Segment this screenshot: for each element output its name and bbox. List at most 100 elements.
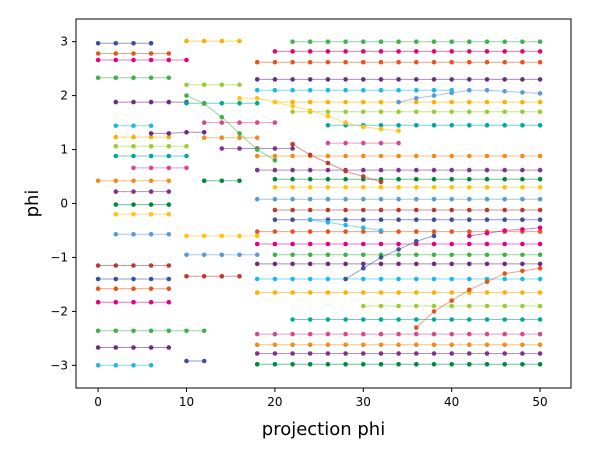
data-point [414, 87, 419, 93]
data-point [396, 39, 401, 44]
data-point [537, 109, 543, 115]
data-point [166, 263, 172, 268]
data-point [467, 241, 472, 247]
data-point [184, 252, 189, 258]
data-point [520, 241, 525, 247]
data-point [307, 241, 313, 247]
data-point [307, 167, 313, 173]
data-point [502, 99, 508, 105]
data-point [396, 261, 401, 267]
data-point [361, 241, 366, 247]
series-2 [95, 57, 189, 63]
data-point [166, 232, 172, 237]
data-point [449, 261, 455, 267]
data-point [166, 286, 172, 292]
data-point [537, 290, 543, 295]
data-point [467, 59, 472, 65]
series-36 [254, 77, 543, 82]
data-point [166, 189, 172, 194]
data-point [431, 39, 437, 44]
data-point [502, 109, 508, 115]
series-14 [113, 232, 172, 237]
data-point [361, 317, 366, 322]
data-point [467, 362, 472, 367]
data-point [95, 276, 101, 282]
data-point [520, 362, 525, 367]
data-point [378, 179, 384, 185]
data-point [431, 309, 437, 314]
data-point [449, 77, 455, 82]
data-point [431, 233, 437, 239]
data-point [272, 185, 278, 190]
data-point [307, 229, 313, 234]
data-point [290, 362, 295, 367]
data-point [502, 153, 508, 159]
data-point [113, 134, 119, 140]
data-point [131, 189, 136, 194]
data-point [449, 109, 455, 115]
data-point [396, 167, 401, 173]
data-point [343, 276, 348, 282]
data-point [414, 207, 419, 213]
data-point [537, 167, 543, 173]
data-point [467, 342, 472, 348]
data-point [254, 147, 260, 152]
data-point [272, 290, 278, 295]
data-point [431, 77, 437, 82]
y-tick-label: 0 [60, 197, 68, 211]
data-point [254, 276, 260, 282]
data-point [414, 342, 419, 348]
data-point [219, 100, 225, 106]
data-point [343, 362, 348, 367]
series-69 [307, 217, 384, 233]
data-point [219, 252, 225, 258]
series-15 [95, 263, 172, 268]
data-point [307, 331, 313, 337]
data-point [166, 299, 172, 305]
data-point [378, 77, 384, 82]
data-point [431, 93, 437, 98]
data-point [378, 123, 384, 128]
data-point [307, 217, 313, 222]
data-point [166, 99, 172, 105]
data-point [254, 362, 260, 367]
data-point [148, 232, 154, 237]
data-point [520, 217, 525, 222]
x-tick-label: 20 [267, 395, 282, 409]
data-point [95, 345, 101, 350]
data-point [431, 176, 437, 182]
data-point [361, 59, 366, 65]
data-point [414, 217, 419, 222]
data-point [166, 131, 172, 136]
data-point [361, 207, 366, 213]
data-point [414, 123, 419, 128]
data-point [343, 207, 348, 213]
data-point [520, 261, 525, 267]
data-point [290, 290, 295, 295]
data-point [484, 331, 490, 337]
data-point [290, 229, 295, 234]
data-point [307, 77, 313, 82]
data-point [237, 82, 242, 88]
series-45 [272, 185, 543, 190]
data-point [396, 331, 401, 337]
data-point [290, 104, 295, 109]
series-55 [361, 303, 543, 309]
data-point [502, 351, 508, 356]
data-point [431, 153, 437, 159]
data-point [325, 331, 331, 337]
data-point [272, 261, 278, 267]
data-point [396, 153, 401, 159]
data-point [148, 134, 154, 140]
data-point [95, 75, 101, 81]
data-point [237, 100, 242, 106]
data-point [272, 77, 278, 82]
data-point [290, 87, 295, 93]
data-point [537, 362, 543, 367]
data-point [467, 217, 472, 222]
data-point [484, 241, 490, 247]
data-point [520, 176, 525, 182]
data-point [396, 176, 401, 182]
data-point [290, 109, 295, 115]
data-point [537, 303, 543, 309]
